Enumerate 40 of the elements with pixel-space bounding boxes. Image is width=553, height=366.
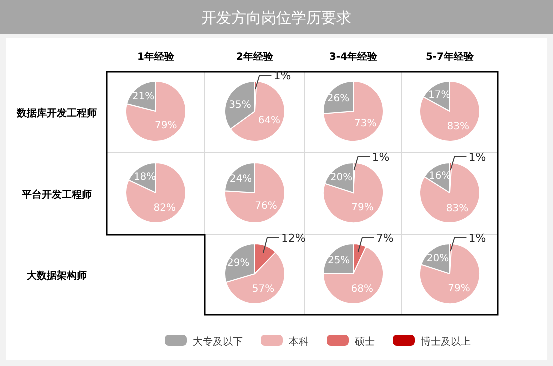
text: 3-4年经验 <box>329 51 379 63</box>
data-label: 83% <box>446 204 469 215</box>
data-label: 20% <box>330 172 353 184</box>
data-label: 26% <box>327 94 350 105</box>
legend-label: 大专及以下 <box>193 336 243 348</box>
legend-label: 本科 <box>289 336 309 348</box>
text: 2年经验 <box>236 51 274 63</box>
data-label: 16% <box>429 171 452 182</box>
data-label: 1% <box>468 151 486 164</box>
legend-label: 硕士 <box>354 336 375 348</box>
text: 1年经验 <box>138 51 176 63</box>
data-label: 20% <box>426 253 450 264</box>
data-label: 17% <box>428 90 451 101</box>
data-label: 18% <box>134 172 156 183</box>
data-label: 12% <box>281 232 306 245</box>
data-label: 1% <box>274 70 292 82</box>
data-label: 1% <box>372 151 390 164</box>
data-label: 73% <box>354 118 377 130</box>
data-label: 1% <box>468 232 486 245</box>
data-label: 24% <box>230 174 252 186</box>
text: 5-7年经验 <box>426 51 476 63</box>
data-label: 7% <box>376 232 394 245</box>
data-label: 64% <box>258 115 281 126</box>
text: 数据库开发工程师 <box>16 108 97 120</box>
data-label: 57% <box>252 284 275 296</box>
data-label: 76% <box>255 201 278 212</box>
data-label: 79% <box>448 284 470 295</box>
legend-label: 博士及以上 <box>421 336 471 348</box>
data-label: 68% <box>351 284 374 295</box>
text: 大数据架构师 <box>26 270 87 282</box>
data-label: 29% <box>228 258 250 269</box>
data-label: 25% <box>328 256 350 267</box>
data-label: 21% <box>132 91 155 102</box>
text: 平台开发工程师 <box>21 189 92 201</box>
data-label: 82% <box>154 202 176 214</box>
data-label: 83% <box>447 122 470 133</box>
text: 开发方向岗位学历要求 <box>202 9 352 27</box>
data-label: 79% <box>154 120 178 132</box>
data-label: 35% <box>229 100 252 112</box>
data-label: 79% <box>352 202 374 214</box>
